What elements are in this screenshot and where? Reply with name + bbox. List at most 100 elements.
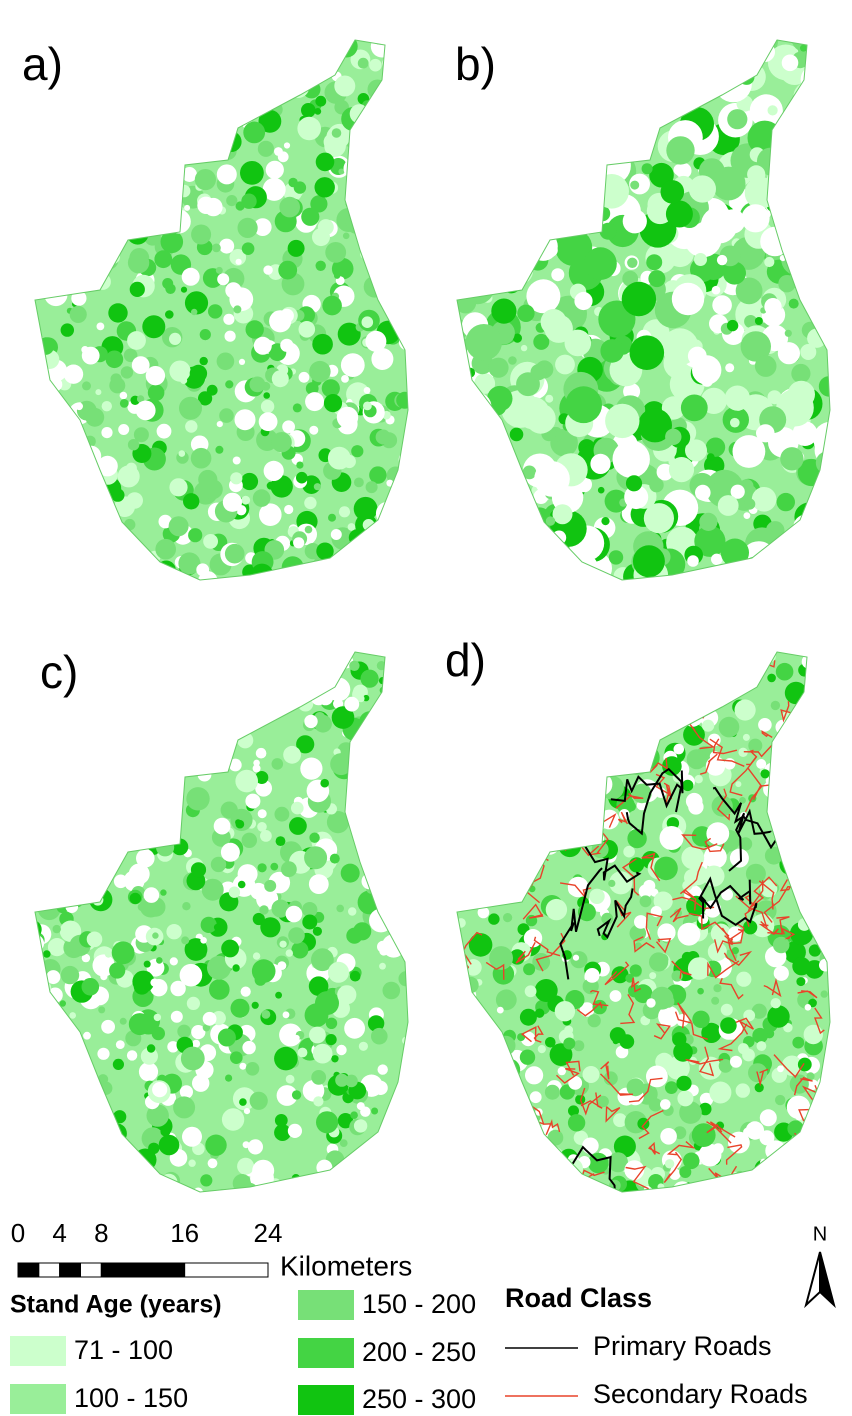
stand-patch [385,737,402,754]
stand-patch [316,542,334,560]
stand-patch [624,1160,645,1180]
stand-patch [44,282,68,307]
stand-patch [76,1115,91,1131]
stand-patch [160,1126,171,1137]
stand-patch [38,1188,52,1192]
stand-patch [498,504,511,517]
stand-patch [671,282,705,316]
stand-patch [349,660,360,671]
secondary-road [806,840,824,868]
stand-patch [740,331,771,362]
stand-patch [123,1187,137,1192]
stand-patch [375,501,400,525]
stand-patch [156,423,172,439]
stand-patch [92,894,104,906]
stand-patch [65,205,77,217]
stand-patch [537,1045,546,1054]
stand-patch [98,1006,106,1014]
stand-patch [53,194,71,212]
stand-patch [186,996,200,1010]
secondary-road [485,725,509,751]
stand-patch [36,337,55,355]
stand-patch [48,736,67,756]
stand-patch [735,1083,750,1098]
stand-patch [158,819,175,837]
stand-patch [525,746,548,770]
stand-patch [683,723,705,746]
stand-patch [457,406,460,414]
stand-patch [473,851,489,867]
stand-patch [808,944,821,957]
stand-patch [377,940,389,953]
secondary-road [780,701,796,723]
stand-patch [804,70,830,99]
map-outline [456,651,831,1193]
legend-title: Stand Age (years) [10,1291,222,1319]
stand-patch [188,528,203,543]
secondary-road [457,1014,482,1040]
stand-patch [723,261,746,285]
stand-patch [626,1078,645,1097]
stand-patch [152,746,166,759]
stand-patch [142,674,156,688]
stand-patch [265,160,284,179]
stand-patch [27,1082,33,1088]
stand-patch [725,363,735,373]
stand-patch [102,48,112,58]
stand-patch [76,1147,89,1159]
stand-patch [743,1009,756,1022]
stand-patch [354,477,364,488]
stand-patch [478,1107,497,1126]
stand-patch [819,958,830,972]
stand-patch [126,222,149,245]
stand-patch [109,552,132,575]
stand-patch [624,45,656,77]
stand-patch [489,657,513,680]
stand-patch [760,769,770,779]
stand-patch [113,874,128,889]
stand-patch [517,1174,535,1191]
stand-patch [257,822,267,832]
stand-patch [118,424,130,435]
stand-patch [389,853,397,860]
stand-patch [35,346,45,362]
stand-patch [241,832,257,848]
stand-patch [781,126,805,151]
stand-patch [649,952,669,972]
stand-patch [135,191,149,205]
map-area [27,652,408,1192]
stand-patch [796,977,806,987]
stand-patch [47,1047,66,1066]
stand-patch [165,823,178,836]
stand-patch [457,428,467,455]
stand-patch [341,375,349,383]
secondary-road [599,652,627,672]
stand-patch [232,456,241,465]
stand-patch [605,680,628,703]
stand-patch [70,505,94,529]
stand-patch [510,1127,521,1138]
stand-patch [270,862,279,871]
stand-patch [474,539,492,557]
stand-patch [177,733,189,746]
secondary-road [486,775,520,801]
stand-patch [137,55,157,76]
stand-patch [90,202,106,217]
stand-patch [784,329,792,337]
stand-patch [601,912,614,925]
stand-patch [35,760,43,778]
stand-patch [245,320,264,339]
stand-patch [528,567,552,580]
stand-patch [60,696,76,711]
stand-patch [337,652,354,656]
stand-patch [104,236,113,245]
stand-patch [521,536,551,566]
stand-patch [240,1182,258,1192]
stand-patch [109,962,126,979]
stand-patch [179,1085,193,1099]
stand-patch [730,484,745,499]
stand-patch [263,460,284,481]
stand-patch [473,246,500,273]
stand-patch [476,692,494,710]
secondary-road [773,814,819,837]
